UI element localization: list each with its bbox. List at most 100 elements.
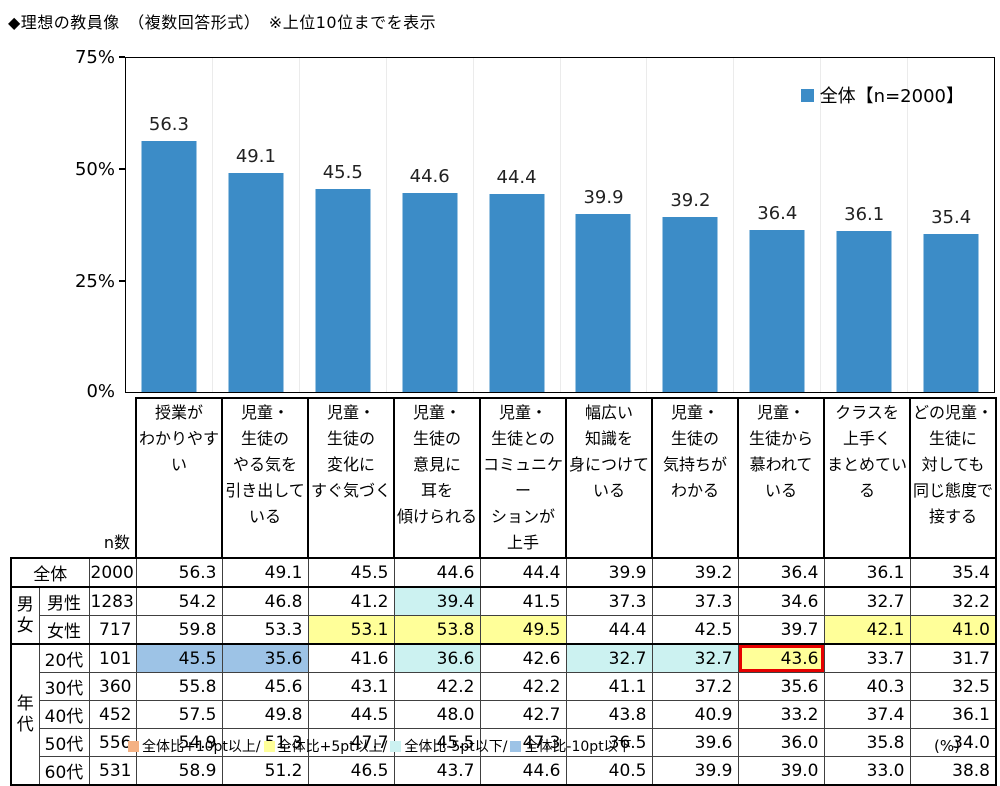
row-n-count: 452 (88, 700, 137, 729)
chart-column: 36.1 (821, 58, 909, 392)
axis-tick (119, 56, 125, 58)
table-cell-value: 42.7 (479, 700, 567, 729)
table-cell-value: 41.5 (479, 586, 567, 616)
table-cell-value: 35.6 (221, 643, 309, 673)
table-cell-value: 36.1 (823, 557, 911, 588)
table-cell-value: 42.6 (479, 643, 567, 673)
table-cell-value: 45.5 (307, 557, 395, 588)
row-label: 50代 (38, 728, 90, 757)
row-label: 女性 (38, 615, 90, 645)
table-cell-value: 39.9 (565, 557, 653, 588)
table-cell-value: 39.6 (651, 728, 739, 757)
row-label: 全体 (10, 557, 90, 588)
chart-plot-columns: 56.3 49.1 45.5 44.6 44.4 39.9 39.2 36.4 36.1 35.4 (126, 58, 994, 392)
highlight-legend: 全体比+10pt以上/ 全体比+5pt以上/ 全体比-5pt以下/ 全体比-10… (0, 736, 1000, 756)
table-cell-value: 45.5 (135, 643, 223, 673)
table-cell-value: 47.3 (479, 728, 567, 757)
category-header-cell: 児童・ 生徒の 変化に すぐ気づく (307, 397, 395, 559)
table-cell-value: 43.6 (737, 643, 825, 673)
table-cell-value: 40.5 (565, 756, 653, 786)
row-label: 20代 (38, 643, 90, 673)
bar (141, 141, 197, 392)
category-header-cell: 幅広い 知識を 身につけて いる (565, 397, 653, 559)
bar (402, 193, 458, 392)
table-cell-value: 59.8 (135, 615, 223, 645)
table-cell-value: 36.5 (565, 728, 653, 757)
category-header-cell: 児童・ 生徒の 意見に 耳を 傾けられる (393, 397, 481, 559)
table-cell-value: 44.4 (565, 615, 653, 645)
table-cell-value: 33.0 (823, 756, 911, 786)
table-corner-blank (11, 398, 89, 558)
category-header-cell: クラスを 上手く まとめている (823, 397, 911, 559)
table-cell-value: 56.3 (135, 557, 223, 588)
table-cell-value: 37.2 (651, 672, 739, 701)
bar-value-label: 44.4 (496, 167, 537, 189)
chart-column: 56.3 (126, 58, 213, 392)
table-cell-value: 32.7 (651, 643, 739, 673)
table-cell-value: 44.4 (479, 557, 567, 588)
table-cell-value: 33.7 (823, 643, 911, 673)
table-row: 男 女男性 1283 54.2 46.8 41.2 39.4 41.5 37.3 37.3 34.… (10, 586, 997, 645)
category-header-cell: 児童・ 生徒との コミュニケー ションが 上手 (479, 397, 567, 559)
chart-column: 49.1 (213, 58, 300, 392)
table-cell-value: 39.2 (651, 557, 739, 588)
row-n-count: 360 (88, 672, 137, 701)
bar (489, 194, 545, 392)
table-cell-value: 45.6 (221, 672, 309, 701)
bar (923, 234, 979, 392)
n-column-header: n数 (103, 533, 130, 552)
table-cell-value: 44.6 (393, 557, 481, 588)
legend-label: 全体比-5pt以下/ (404, 739, 508, 755)
table-cell-value: 35.6 (737, 672, 825, 701)
axis-tick (119, 280, 125, 282)
table-cell-value: 51.2 (221, 756, 309, 786)
table-cell-value: 53.8 (393, 615, 481, 645)
bar (575, 214, 631, 392)
table-cell-value: 37.3 (651, 586, 739, 616)
table-cell-value: 45.5 (393, 728, 481, 757)
table-header-row: n数 授業が わかりやすい 児童・ 生徒の やる気を 引き出して いる 児童・ 生徒… (11, 397, 997, 559)
table-cell-value: 49.5 (479, 615, 567, 645)
row-label: 40代 (38, 700, 90, 729)
table-cell-value: 41.2 (307, 586, 395, 616)
table-cell-value: 42.1 (823, 615, 911, 645)
chart-column: 45.5 (300, 58, 387, 392)
table-cell-value: 43.7 (393, 756, 481, 786)
table-cell-value: 32.2 (909, 586, 997, 616)
table-cell-value: 32.7 (565, 643, 653, 673)
table-cell-value: 58.9 (135, 756, 223, 786)
legend-swatch-minus10-icon (510, 740, 522, 752)
bar-value-label: 44.6 (409, 166, 450, 188)
category-header-cell: 児童・ 生徒から 慕われて いる (737, 397, 825, 559)
chart-column: 39.2 (647, 58, 735, 392)
chart-column: 39.9 (561, 58, 648, 392)
table-cell-value: 39.0 (737, 756, 825, 786)
table-cell-value: 36.6 (393, 643, 481, 673)
table-cell-value: 41.6 (307, 643, 395, 673)
bar-value-label: 39.9 (583, 187, 624, 209)
table-cell-value: 31.7 (909, 643, 997, 673)
table-cell-value: 34.0 (909, 728, 997, 757)
row-group-label: 年 代 (10, 643, 40, 786)
table-cell-value: 46.5 (307, 756, 395, 786)
y-axis-tick-label: 50% (74, 159, 115, 180)
chart-column: 44.4 (474, 58, 561, 392)
category-header-cell: どの児童・ 生徒に 対しても 同じ態度で 接する (909, 397, 997, 559)
table-row: 女性 717 59.8 53.3 53.1 53.8 49.5 44.4 42.5 39.7 42.… (11, 615, 997, 645)
bar-value-label: 56.3 (148, 114, 189, 136)
bar-value-label: 36.1 (844, 204, 885, 226)
table-cell-value: 39.4 (393, 586, 481, 616)
bar-value-label: 35.4 (931, 207, 972, 229)
bar (836, 231, 892, 392)
chart-column: 36.4 (734, 58, 822, 392)
table-cell-value: 53.1 (307, 615, 395, 645)
table-cell-value: 40.9 (651, 700, 739, 729)
y-axis-tick-label: 75% (74, 47, 115, 68)
y-axis-tick-label: 0% (86, 381, 115, 402)
bar (315, 189, 371, 392)
category-header-cell: 児童・ 生徒の 気持ちが わかる (651, 397, 739, 559)
table-cell-value: 36.1 (909, 700, 997, 729)
bar-chart-plot-area: 56.3 49.1 45.5 44.6 44.4 39.9 39.2 36.4 36.1 35.4… (125, 57, 995, 393)
table-cell-value: 39.9 (651, 756, 739, 786)
table-row: 60代 531 58.9 51.2 46.5 43.7 44.6 40.5 39.9 39.0 33… (11, 756, 997, 786)
